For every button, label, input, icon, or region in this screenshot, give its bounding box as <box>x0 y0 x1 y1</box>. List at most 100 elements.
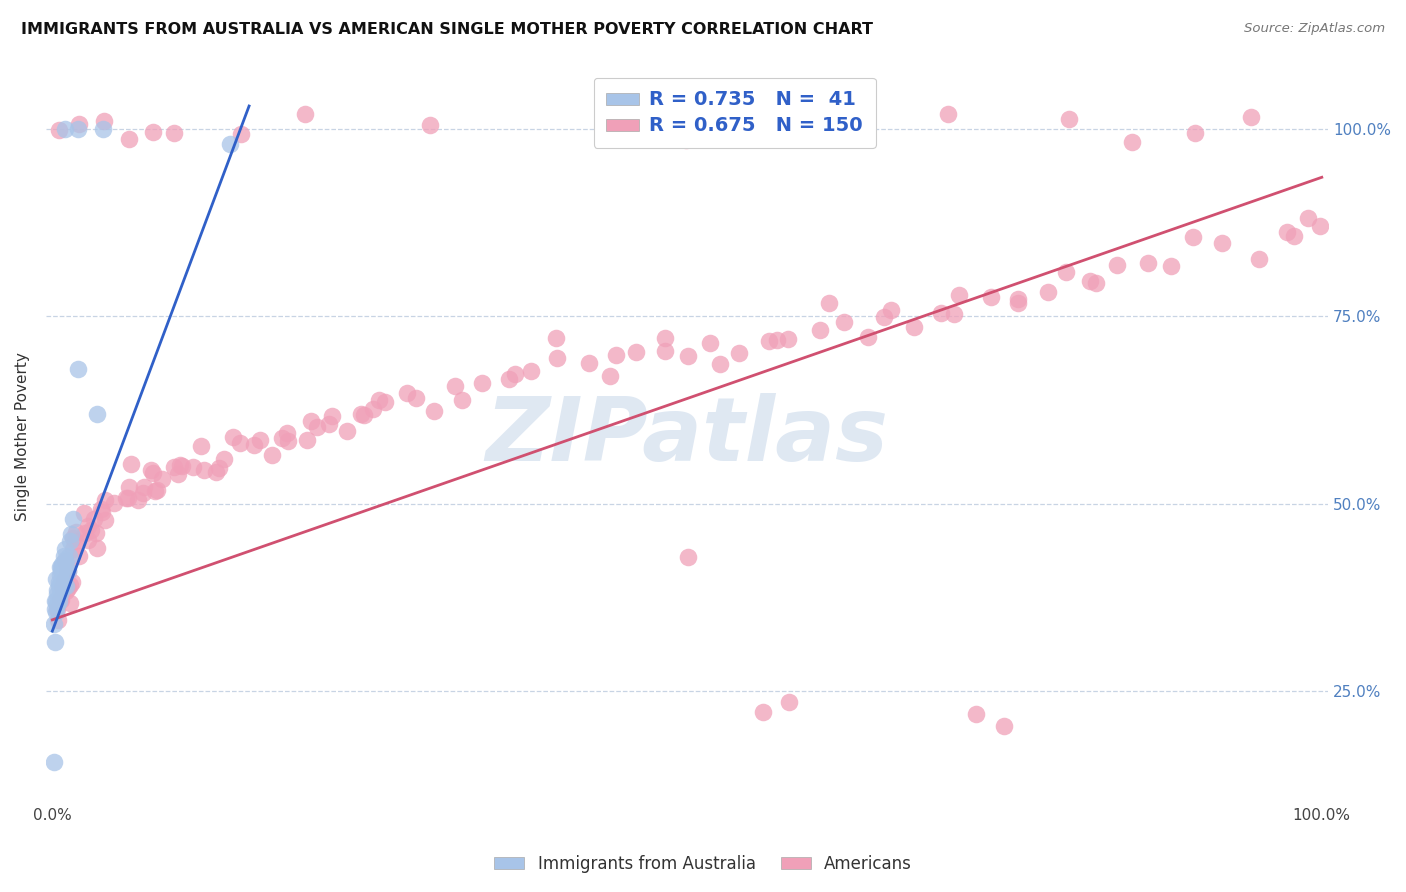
Point <box>86 407 108 421</box>
Point <box>55 579 77 593</box>
Point <box>221 430 243 444</box>
Y-axis label: Single Mother Poverty: Single Mother Poverty <box>15 351 30 521</box>
Point <box>90 501 112 516</box>
Point <box>145 483 167 498</box>
Point <box>879 302 901 317</box>
Point <box>44 594 66 608</box>
Point <box>544 331 567 345</box>
Point <box>73 506 96 520</box>
Point <box>1240 110 1263 124</box>
Point <box>139 463 162 477</box>
Point <box>66 121 89 136</box>
Point <box>67 117 90 131</box>
Point <box>1007 292 1029 306</box>
Point <box>60 574 83 589</box>
Point <box>60 526 83 541</box>
Point <box>59 578 82 592</box>
Point <box>929 306 952 320</box>
Point <box>44 635 66 649</box>
Point <box>172 458 194 473</box>
Point <box>1054 265 1077 279</box>
Point <box>51 580 73 594</box>
Point <box>277 434 299 449</box>
Point <box>73 525 96 540</box>
Point <box>948 288 970 302</box>
Point <box>699 336 721 351</box>
Point <box>1247 252 1270 267</box>
Point <box>451 392 474 407</box>
Point <box>936 106 959 120</box>
Point <box>84 526 107 541</box>
Point <box>48 575 70 590</box>
Point <box>903 319 925 334</box>
Point <box>163 126 186 140</box>
Point <box>46 598 69 612</box>
Point <box>395 385 418 400</box>
Point <box>599 368 621 383</box>
Point <box>1085 276 1108 290</box>
Point <box>51 560 73 574</box>
Point <box>49 591 72 606</box>
Point <box>1277 225 1299 239</box>
Point <box>471 376 494 390</box>
Point <box>1282 228 1305 243</box>
Point <box>167 467 190 481</box>
Point <box>45 605 67 619</box>
Point <box>46 613 69 627</box>
Point <box>80 524 103 538</box>
Text: Source: ZipAtlas.com: Source: ZipAtlas.com <box>1244 22 1385 36</box>
Point <box>208 460 231 475</box>
Point <box>578 356 600 370</box>
Point <box>318 417 340 432</box>
Text: IMMIGRANTS FROM AUSTRALIA VS AMERICAN SINGLE MOTHER POVERTY CORRELATION CHART: IMMIGRANTS FROM AUSTRALIA VS AMERICAN SI… <box>21 22 873 37</box>
Point <box>59 597 82 611</box>
Point <box>993 719 1015 733</box>
Point <box>1309 219 1331 233</box>
Point <box>91 505 114 519</box>
Point <box>44 601 66 615</box>
Point <box>229 436 252 450</box>
Point <box>214 451 236 466</box>
Point <box>55 557 77 571</box>
Point <box>336 425 359 439</box>
Point <box>51 575 73 590</box>
Point <box>56 558 79 573</box>
Point <box>56 566 79 580</box>
Point <box>980 290 1002 304</box>
Point <box>321 409 343 423</box>
Point <box>52 579 75 593</box>
Point <box>1105 258 1128 272</box>
Point <box>276 425 298 440</box>
Point <box>374 394 396 409</box>
Point <box>676 549 699 564</box>
Point <box>93 113 115 128</box>
Point <box>51 557 73 571</box>
Point <box>765 333 787 347</box>
Point <box>778 332 800 346</box>
Point <box>62 531 84 545</box>
Point <box>134 480 156 494</box>
Point <box>1136 256 1159 270</box>
Point <box>150 472 173 486</box>
Point <box>117 491 139 506</box>
Point <box>1121 135 1143 149</box>
Point <box>53 573 76 587</box>
Point <box>675 133 697 147</box>
Point <box>77 533 100 547</box>
Point <box>142 466 165 480</box>
Point <box>299 414 322 428</box>
Legend: Immigrants from Australia, Americans: Immigrants from Australia, Americans <box>488 848 918 880</box>
Point <box>117 132 139 146</box>
Point <box>873 310 896 325</box>
Point <box>444 379 467 393</box>
Point <box>1184 126 1206 140</box>
Point <box>405 392 427 406</box>
Point <box>46 586 69 600</box>
Point <box>91 121 114 136</box>
Point <box>52 560 75 574</box>
Point <box>143 483 166 498</box>
Point <box>294 106 316 120</box>
Point <box>350 407 373 421</box>
Point <box>65 525 87 540</box>
Point <box>1007 296 1029 310</box>
